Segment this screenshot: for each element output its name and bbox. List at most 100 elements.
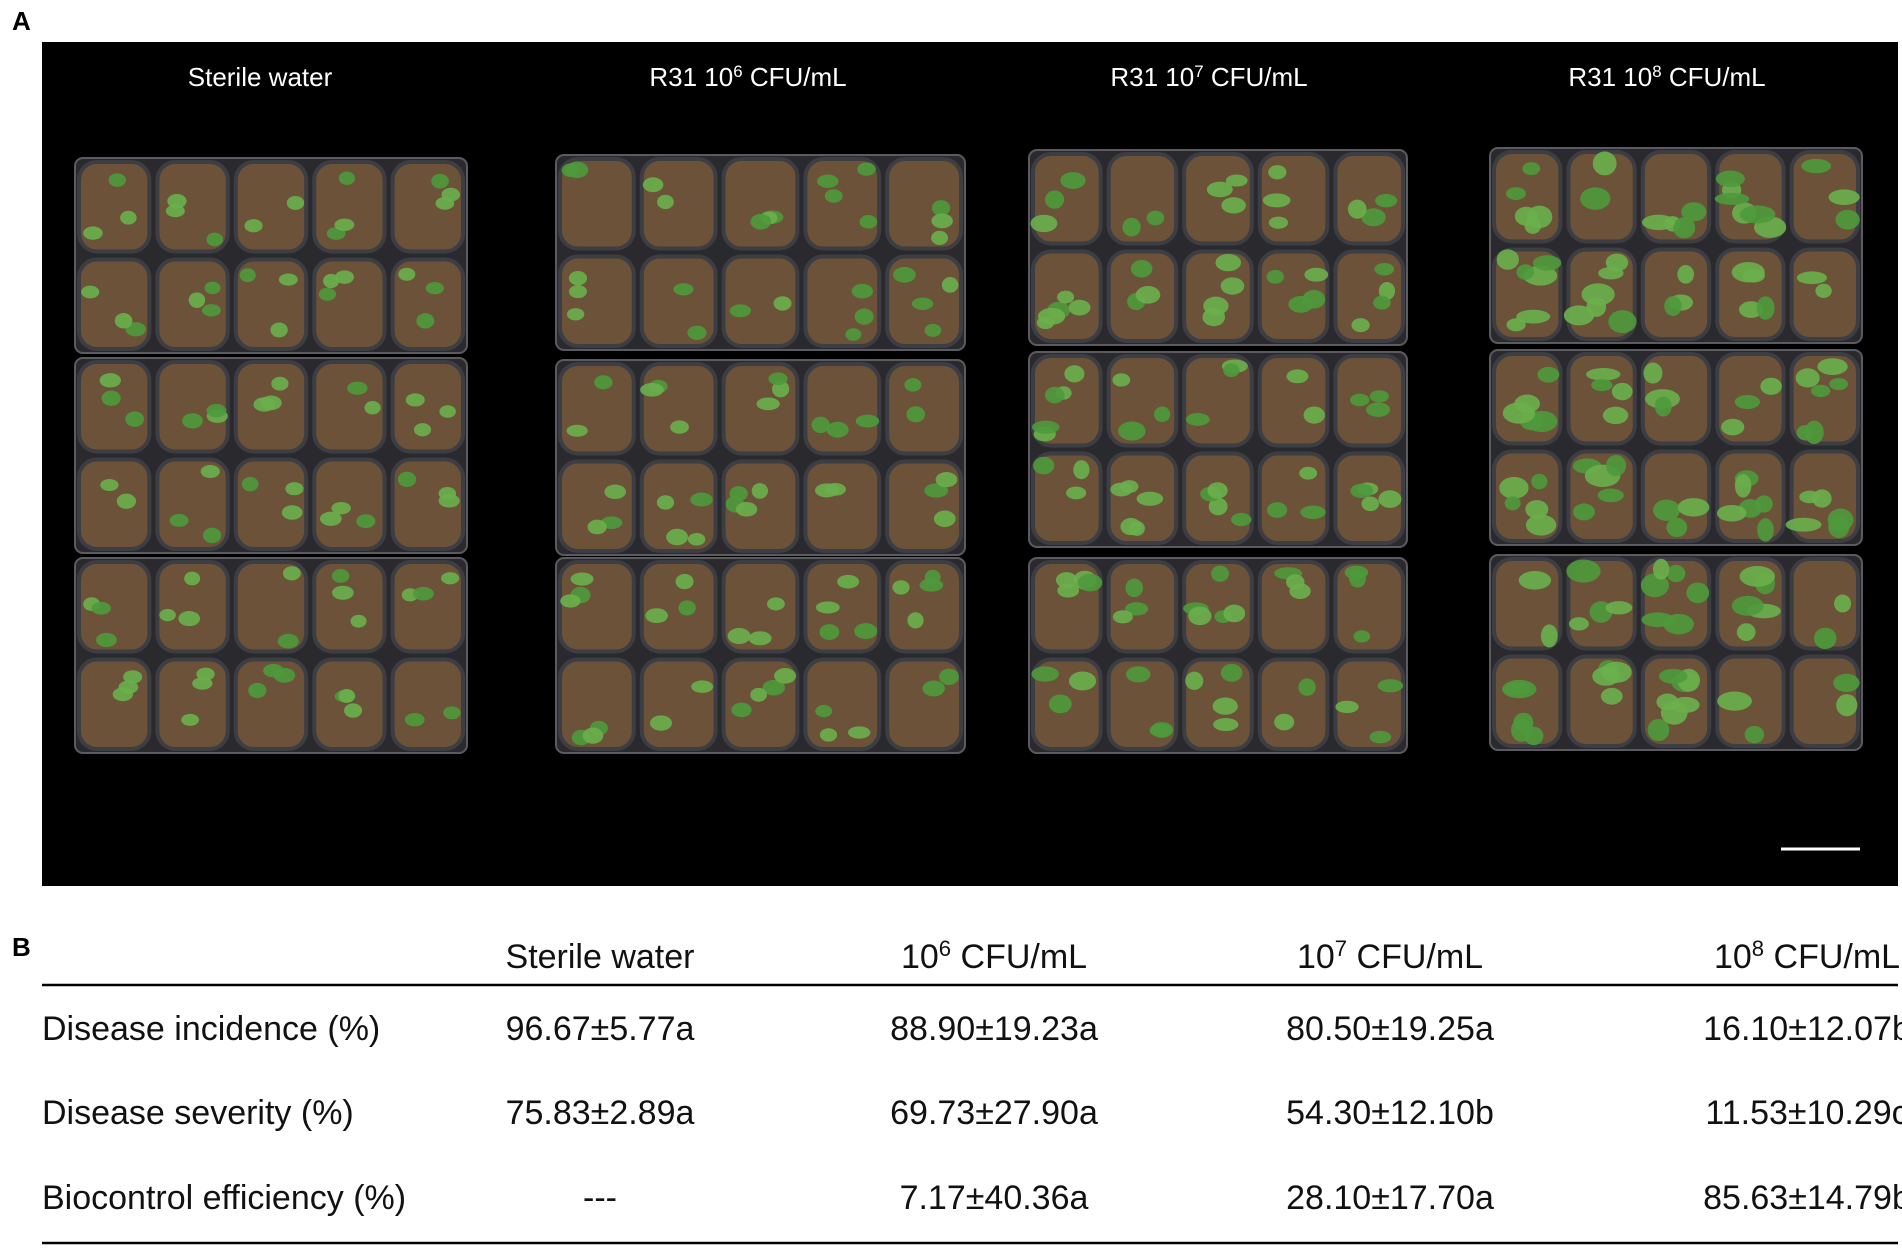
leaf [1611,382,1633,401]
leaf [331,501,351,515]
pot [1257,560,1330,654]
leaf [819,624,840,641]
leaf [1124,602,1149,616]
leaf [1266,269,1284,284]
leaf [1153,406,1171,423]
table-cell: 85.63±14.79b [1703,1179,1902,1217]
leaf [847,726,871,739]
pot [312,360,387,454]
pot [390,657,466,751]
leaf [1068,299,1091,316]
row-label: Disease severity (%) [42,1094,354,1132]
leaf [1044,190,1065,209]
table-cell: 16.10±12.07b [1703,1010,1902,1048]
leaf [1666,564,1686,583]
leaf [774,668,797,684]
leaf [1835,209,1860,230]
text-part: CFU/mL [1662,62,1766,92]
leaf [1066,486,1087,500]
leaf [1647,718,1670,742]
leaf [1836,694,1858,717]
leaf [1120,480,1139,493]
leaf [1677,498,1710,517]
leaf [919,578,944,592]
leaf [1656,693,1679,711]
photo-captions: Sterile water R31 106 CFU/mL R31 107 CFU/m… [188,62,1766,93]
leaf [1335,700,1359,714]
leaf [1505,187,1527,201]
leaf [935,472,958,488]
leaf [248,682,267,699]
leaf [1266,502,1288,518]
superscript: 8 [1652,62,1661,81]
panel-label: A [12,6,31,36]
leaf [1031,666,1059,682]
leaf [735,501,758,517]
pot [312,457,387,551]
leaf [1760,377,1782,395]
leaf [1373,295,1391,310]
leaf [1686,582,1710,604]
leaf [323,273,340,289]
leaf [666,528,689,546]
leaf [1351,318,1370,333]
pot [155,360,230,454]
leaf [125,322,146,337]
leaf [1303,406,1325,424]
leaf [1756,296,1775,320]
leaf [670,420,689,434]
leaf [922,680,945,697]
text-part: CFU/mL [743,62,847,92]
pot [639,254,718,348]
text-part: CFU/mL [1764,938,1900,976]
panel-label: B [12,932,31,962]
pot [558,657,636,751]
leaf [1739,205,1776,224]
row-label: Disease incidence (%) [42,1010,380,1048]
pot [803,362,882,456]
leaf [1207,482,1228,499]
leaf [244,219,263,233]
table-cell: 11.53±10.29c [1705,1094,1902,1132]
leaf [356,514,376,529]
leaf [931,230,949,246]
pot [233,560,309,654]
text-part: 10 [901,938,939,976]
leaf [1731,261,1765,283]
leaf [911,297,934,310]
leaf [1591,379,1613,392]
leaf [397,471,417,487]
leaf [1795,368,1820,388]
leaf [1572,503,1595,521]
leaf [253,397,276,412]
leaf [201,304,221,317]
table-cell: 69.73±27.90a [890,1094,1098,1132]
leaf [1666,517,1688,538]
results-table: Sterile water 106 CFU/mL 107 CFU/mL 108 CFU… [42,936,1902,1218]
leaf [1828,515,1850,539]
leaf [1298,678,1316,696]
leaf [1268,165,1287,180]
leaf [286,195,305,210]
leaf [282,566,301,581]
leaf [1378,282,1396,301]
leaf [1828,189,1860,205]
leaf [99,373,121,388]
pot [639,657,718,751]
leaf [1369,730,1392,744]
leaf [204,281,221,295]
leaf [196,667,215,681]
leaf [893,266,916,283]
leaf [815,704,833,718]
leaf [1605,454,1627,477]
leaf [1304,267,1329,282]
leaf [1118,421,1146,441]
column-header: 108 CFU/mL [1714,936,1900,977]
leaf [167,193,187,209]
leaf [1499,476,1529,499]
leaf [1734,394,1761,410]
leaf [1130,259,1153,278]
text-part: 10 [1297,938,1335,976]
leaf [560,594,581,608]
leaf [1597,488,1624,503]
